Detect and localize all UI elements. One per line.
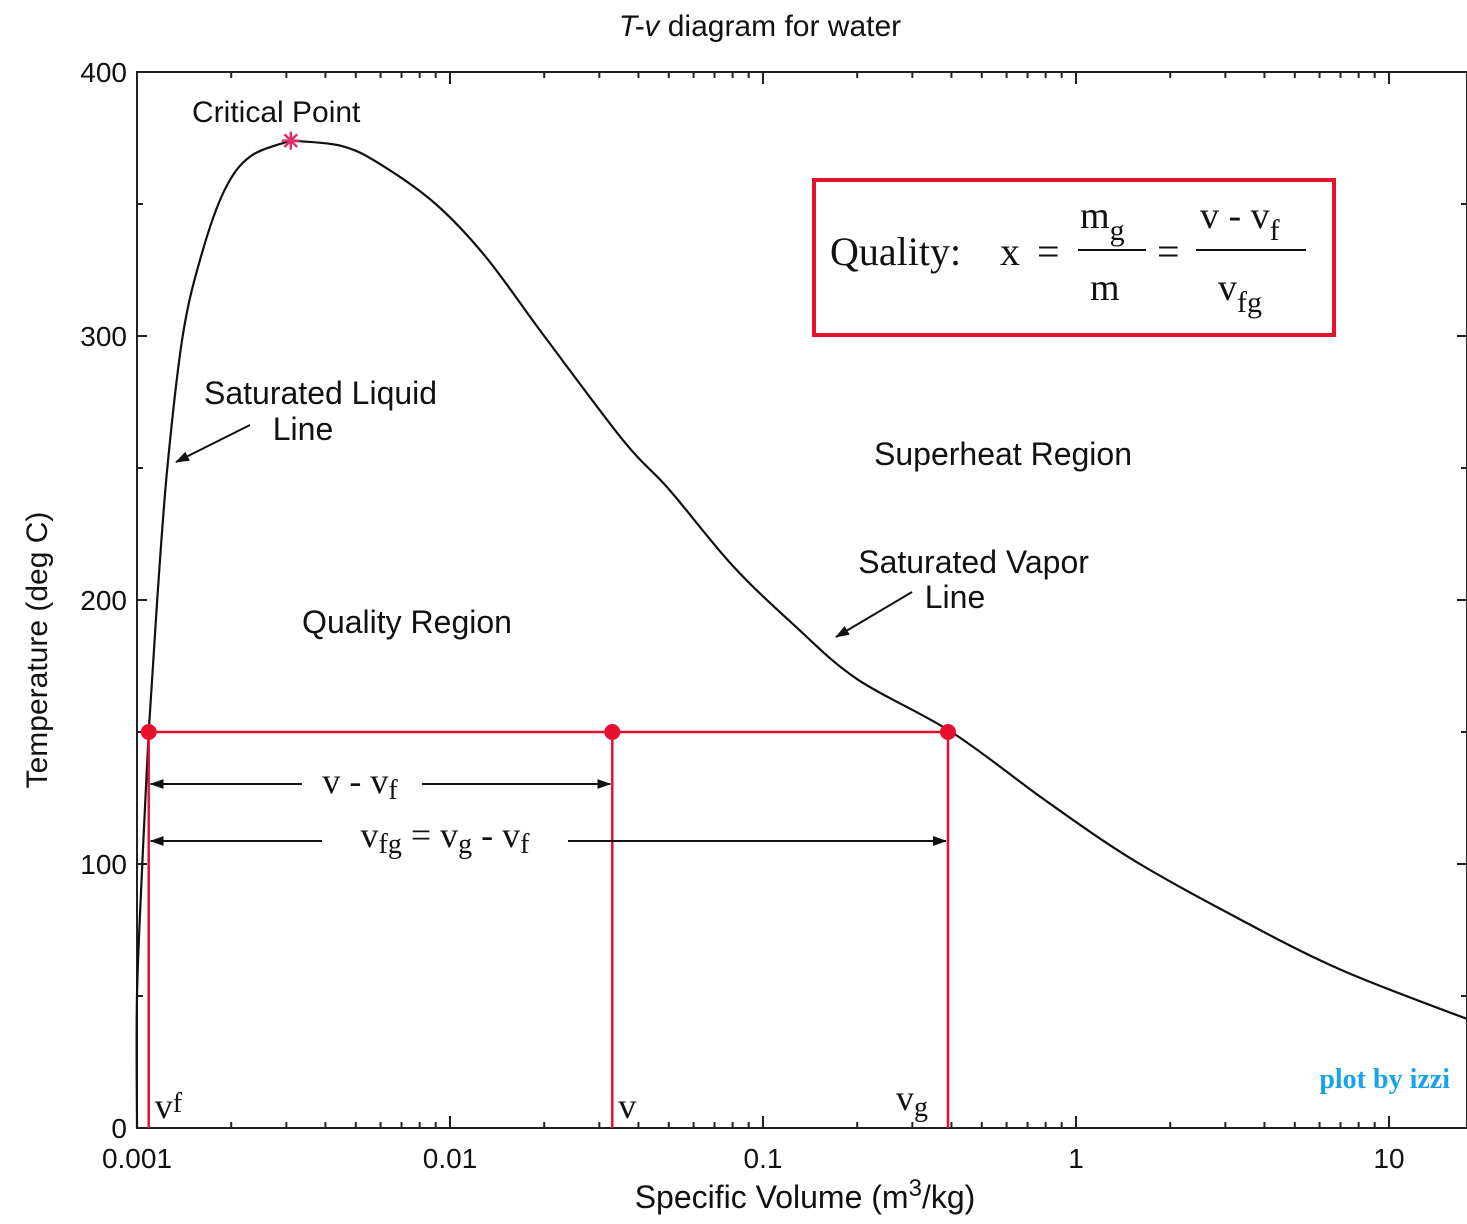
v-label: v (618, 1086, 636, 1126)
x-tick-label: 10 (1373, 1143, 1404, 1174)
formula-quality-label: Quality: (830, 229, 961, 274)
critical-point-marker (281, 131, 300, 150)
vg-label: vg (896, 1078, 928, 1123)
x-tick-label: 0.01 (423, 1143, 478, 1174)
x-tick-label: 0.001 (102, 1143, 172, 1174)
axis-ticks (136, 71, 1467, 1129)
saturated-liquid-arrow (175, 424, 251, 463)
chart-title: T-v diagram for water (619, 10, 901, 43)
y-axis-label: Temperature (deg C) (21, 512, 54, 789)
quality-construction-lines (140, 724, 957, 1128)
formula-num2: v - vf (1200, 195, 1280, 247)
saturated-vapor-annotation: Saturated Vapor Line (858, 544, 1098, 615)
formula-eq1: = (1037, 229, 1060, 274)
saturated-liquid-line (135, 139, 292, 1129)
quality-region-label: Quality Region (302, 604, 512, 640)
vf-label: vf (155, 1086, 183, 1126)
x-axis-label: Specific Volume (m3/kg) (635, 1175, 976, 1215)
superheat-region-label: Superheat Region (874, 436, 1132, 472)
saturated-vapor-line (290, 139, 1467, 1021)
y-tick-label: 100 (80, 849, 127, 880)
axis-tick-labels: 0 100 200 300 400 0.001 0.01 0.1 1 10 (80, 57, 1404, 1174)
vfg-equation-label: vfg = vg - vf (361, 815, 531, 860)
y-tick-label: 0 (111, 1113, 127, 1144)
y-tick-label: 200 (80, 585, 127, 616)
saturated-liquid-annotation: Saturated Liquid Line (204, 375, 446, 447)
formula-num1: mg (1080, 195, 1125, 247)
v-minus-vf-label: v - vf (322, 761, 398, 806)
y-tick-label: 300 (80, 321, 127, 352)
quality-formula-box: Quality: x = mg m = v - vf vfg (812, 178, 1336, 337)
credit-label: plot by izzi (1319, 1064, 1450, 1095)
v-point (604, 724, 621, 740)
saturated-vapor-arrow (835, 591, 913, 638)
critical-point-label: Critical Point (192, 96, 361, 129)
critical-point-star-stroke (283, 133, 299, 148)
formula-den1: m (1090, 267, 1120, 309)
x-tick-label: 0.1 (744, 1143, 783, 1174)
vf-point (140, 724, 157, 740)
formula-x: x (1000, 229, 1020, 274)
y-tick-label: 400 (80, 57, 127, 88)
x-tick-label: 1 (1068, 1143, 1084, 1174)
formula-eq2: = (1157, 229, 1180, 274)
formula-den2: vfg (1218, 267, 1262, 319)
vg-point (940, 724, 957, 740)
dimension-arrows (149, 779, 948, 846)
